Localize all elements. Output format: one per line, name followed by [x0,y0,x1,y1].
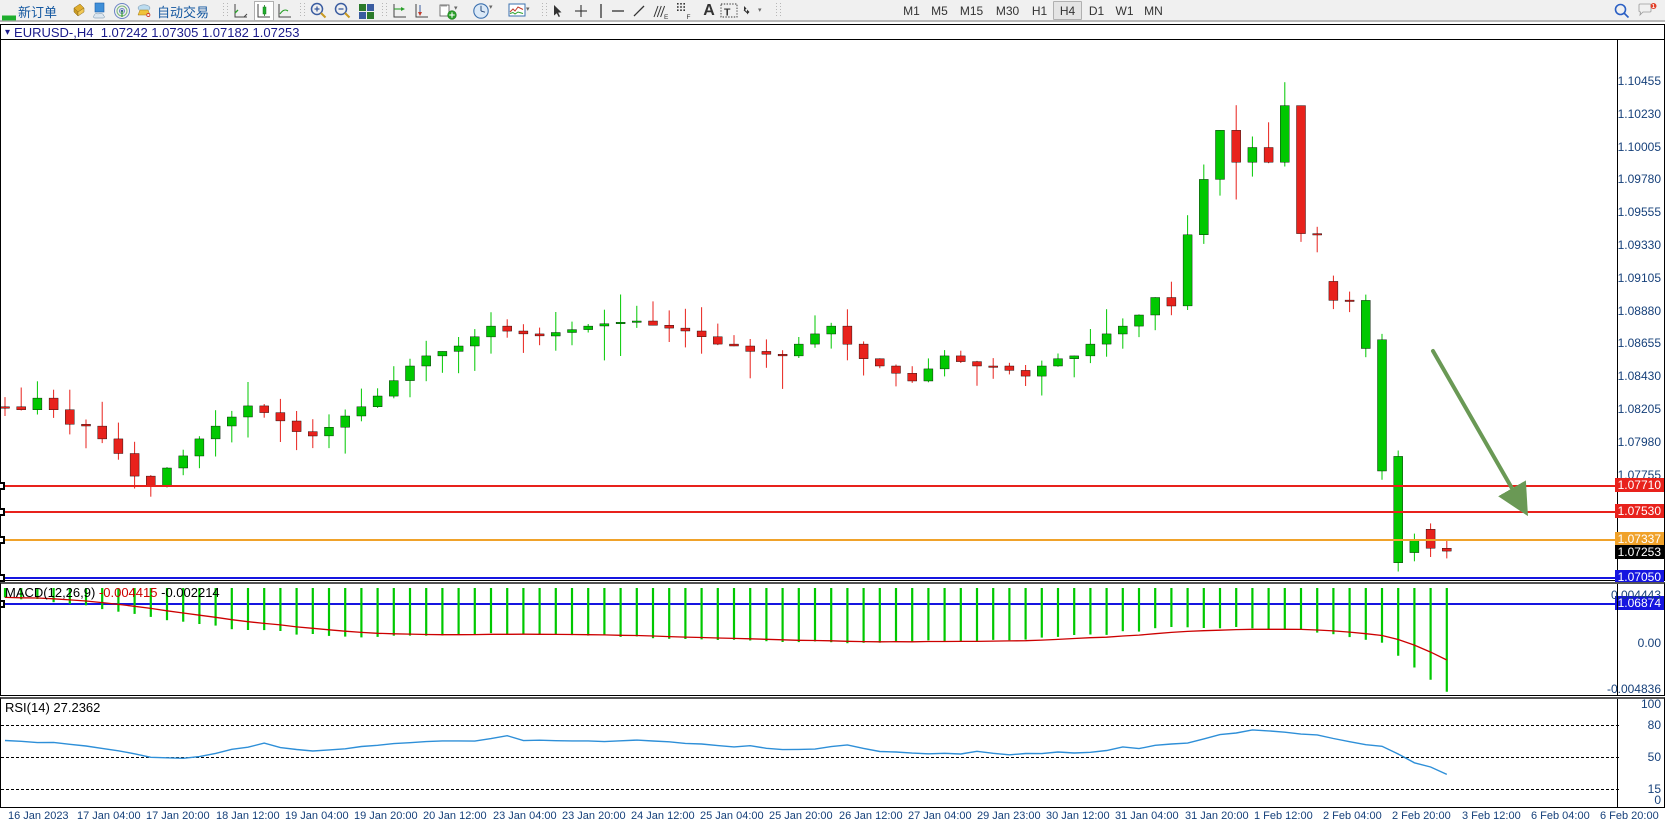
svg-text:E: E [664,14,669,20]
svg-text:▾: ▾ [758,7,762,14]
svg-text:▾: ▾ [526,6,530,13]
svg-text:▾: ▾ [489,4,493,11]
svg-text:1: 1 [1652,4,1655,10]
svg-text:F: F [687,14,691,20]
svg-text:▾: ▾ [454,5,458,12]
svg-text:T: T [724,7,731,19]
